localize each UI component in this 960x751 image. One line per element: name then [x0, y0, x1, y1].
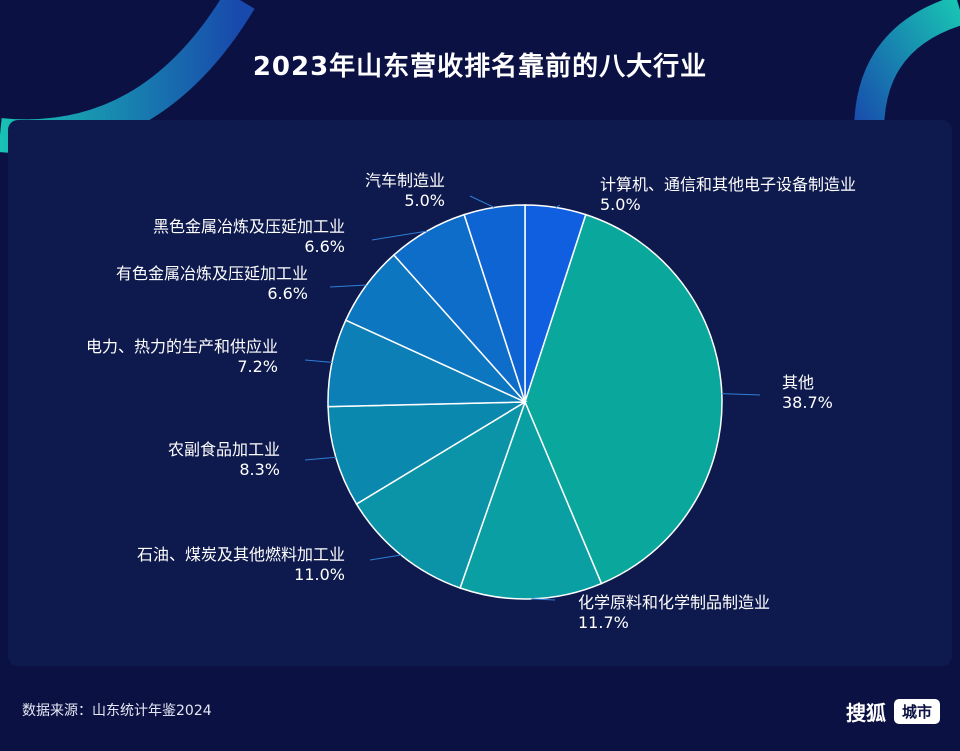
leader-line: [555, 204, 561, 208]
pie-slice: [524, 213, 723, 585]
leader-line: [304, 456, 336, 461]
pie-slice: [327, 401, 528, 506]
leader-line: [371, 230, 428, 241]
slice-label: 农副食品加工业: [168, 440, 280, 459]
slice-value: 11.7%: [578, 613, 629, 632]
slice-label: 其他: [782, 373, 814, 392]
slice-label: 有色金属冶炼及压延加工业: [116, 264, 308, 283]
slice-value: 6.6%: [304, 237, 345, 256]
slice-value: 5.0%: [600, 195, 641, 214]
slice-label: 黑色金属冶炼及压延加工业: [153, 217, 345, 236]
leader-line: [469, 195, 495, 208]
slice-value: 11.0%: [294, 565, 345, 584]
page-title: 2023年山东营收排名靠前的八大行业: [252, 52, 708, 82]
slice-value: 5.0%: [404, 191, 445, 210]
slice-label: 石油、煤炭及其他燃料加工业: [137, 545, 345, 564]
slice-label: 计算机、通信和其他电子设备制造业: [600, 175, 856, 194]
slice-label: 汽车制造业: [365, 171, 445, 190]
slice-value: 38.7%: [782, 393, 833, 412]
leader-line: [304, 359, 333, 363]
sohu-city-logo: 搜狐 城市: [846, 697, 940, 726]
leader-line: [329, 284, 367, 288]
pie-slice: [459, 399, 603, 600]
leader-line: [721, 393, 761, 396]
leader-line: [531, 598, 556, 601]
slice-label: 化学原料和化学制品制造业: [578, 593, 770, 612]
leader-line: [369, 554, 402, 561]
logo-badge: 城市: [893, 699, 940, 724]
slice-value: 6.6%: [267, 284, 308, 303]
slice-label: 电力、热力的生产和供应业: [86, 337, 278, 356]
logo-text: 搜狐: [845, 701, 886, 725]
slice-value: 8.3%: [239, 460, 280, 479]
data-source: 数据来源：山东统计年鉴2024: [22, 703, 212, 719]
slice-value: 7.2%: [237, 357, 278, 376]
